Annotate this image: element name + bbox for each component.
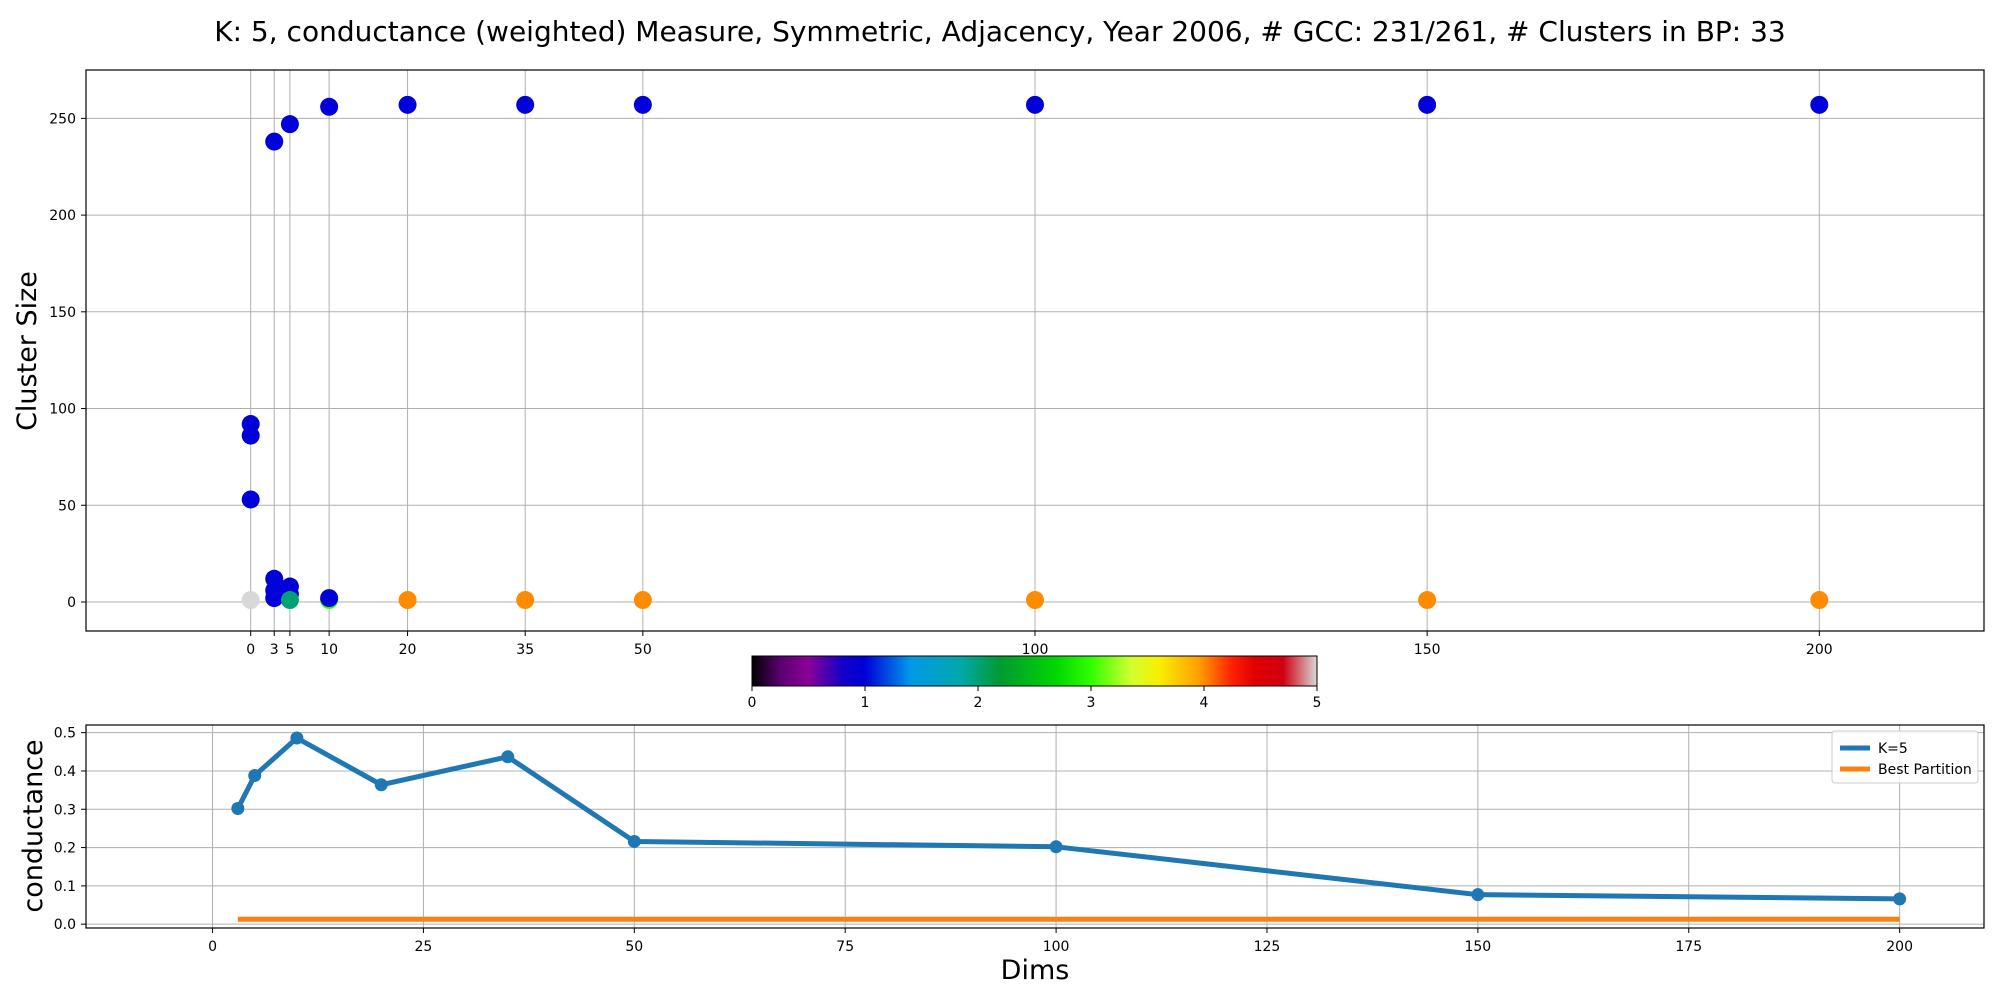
top-x-tick-label: 0 <box>246 642 255 658</box>
cluster-point <box>1418 591 1437 610</box>
colorbar: 0 1 2 3 4 5 <box>748 655 1322 711</box>
top-x-tick-label: 35 <box>516 642 534 658</box>
cluster-point <box>516 591 535 610</box>
bottom-x-ticks: 0 25 50 75 100 125 150 175 200 <box>208 928 1913 955</box>
bottom-x-tick-label: 175 <box>1675 939 1702 955</box>
top-x-ticks: 0 3 5 10 20 35 50 100 150 200 <box>246 631 1833 658</box>
bottom-x-tick-label: 150 <box>1464 939 1491 955</box>
bottom-y-tick-label: 0.0 <box>54 917 76 933</box>
cluster-point <box>1810 591 1829 610</box>
cluster-point <box>1026 95 1044 114</box>
bottom-y-tick-label: 0.4 <box>54 764 76 780</box>
bottom-x-tick-label: 125 <box>1254 939 1281 955</box>
series-point <box>1893 892 1907 906</box>
top-x-tick-label: 10 <box>320 642 338 658</box>
top-y-tick-label: 200 <box>49 208 76 224</box>
cluster-points <box>241 95 1829 610</box>
bottom-x-axis-label: Dims <box>1001 955 1070 986</box>
colorbar-tick-label: 5 <box>1313 695 1322 711</box>
colorbar-tick-label: 2 <box>974 695 983 711</box>
series-point <box>248 769 262 783</box>
legend: K=5 Best Partition <box>1831 730 1979 784</box>
top-y-tick-label: 100 <box>49 402 76 418</box>
cluster-point <box>633 95 652 114</box>
cluster-point <box>265 132 284 151</box>
cluster-point <box>1026 591 1044 610</box>
series-point <box>290 731 304 745</box>
legend-entry: Best Partition <box>1878 762 1972 778</box>
colorbar-tick-label: 4 <box>1200 695 1209 711</box>
series-point <box>374 778 388 792</box>
bottom-x-tick-label: 75 <box>836 939 854 955</box>
colorbar-ticks: 0 1 2 3 4 5 <box>748 686 1322 711</box>
cluster-point <box>633 591 652 610</box>
cluster-point <box>241 591 260 610</box>
bottom-axes-frame <box>85 724 1985 929</box>
cluster-point <box>398 95 417 114</box>
series-point <box>501 750 515 764</box>
series-point <box>1049 840 1063 854</box>
top-y-axis-label: Cluster Size <box>12 271 43 431</box>
line-series <box>231 731 1907 922</box>
series-point <box>231 801 245 815</box>
top-y-tick-label: 50 <box>58 498 76 514</box>
top-gridlines <box>86 70 1984 631</box>
cluster-point <box>1418 95 1437 114</box>
colorbar-tick-label: 1 <box>861 695 870 711</box>
top-x-tick-label: 100 <box>1022 642 1049 658</box>
bottom-y-tick-label: 0.2 <box>54 841 76 857</box>
bottom-y-axis-label: conductance <box>18 739 49 912</box>
top-x-tick-label: 20 <box>399 642 417 658</box>
cluster-point <box>265 589 284 608</box>
top-x-tick-label: 5 <box>285 642 294 658</box>
cluster-point <box>280 591 299 610</box>
top-x-tick-label: 200 <box>1806 642 1833 658</box>
cluster-point <box>320 97 339 116</box>
top-axes-frame <box>85 69 1985 632</box>
cluster-point <box>1810 95 1829 114</box>
bottom-x-tick-label: 25 <box>415 939 433 955</box>
bottom-y-tick-label: 0.3 <box>54 802 76 818</box>
top-y-tick-label: 150 <box>49 305 76 321</box>
cluster-point <box>516 95 535 114</box>
bottom-x-tick-label: 50 <box>625 939 643 955</box>
bottom-x-tick-label: 100 <box>1043 939 1070 955</box>
series-line <box>235 735 1900 902</box>
bottom-y-tick-label: 0.1 <box>54 879 76 895</box>
cluster-point <box>241 426 260 445</box>
series-point <box>627 834 641 848</box>
cluster-point <box>241 490 260 509</box>
top-y-tick-label: 250 <box>49 111 76 127</box>
cluster-point <box>398 591 417 610</box>
top-y-ticks: 0 50 100 150 200 250 <box>49 111 86 611</box>
cluster-point <box>280 115 299 134</box>
top-y-tick-label: 0 <box>67 595 76 611</box>
top-x-tick-label: 150 <box>1414 642 1441 658</box>
conductance-line-plot: 0 25 50 75 100 125 150 175 200 0.00.10.20.30.40.… <box>18 724 1985 986</box>
cluster-point <box>320 589 339 608</box>
bottom-x-tick-label: 0 <box>208 939 217 955</box>
series-point <box>1471 888 1485 902</box>
bottom-y-ticks: 0.0 0.1 0.2 0.3 0.4 0.5 <box>54 726 86 933</box>
bottom-x-tick-label: 200 <box>1886 939 1913 955</box>
legend-entry: K=5 <box>1878 741 1908 757</box>
bottom-y-tick-label: 0.5 <box>54 726 76 742</box>
top-x-tick-label: 3 <box>270 642 279 658</box>
colorbar-tick-label: 3 <box>1087 695 1096 711</box>
top-x-tick-label: 50 <box>634 642 652 658</box>
figure-title: K: 5, conductance (weighted) Measure, Sy… <box>214 15 1786 48</box>
colorbar-tick-label: 0 <box>748 695 757 711</box>
colorbar-gradient <box>751 655 1318 687</box>
